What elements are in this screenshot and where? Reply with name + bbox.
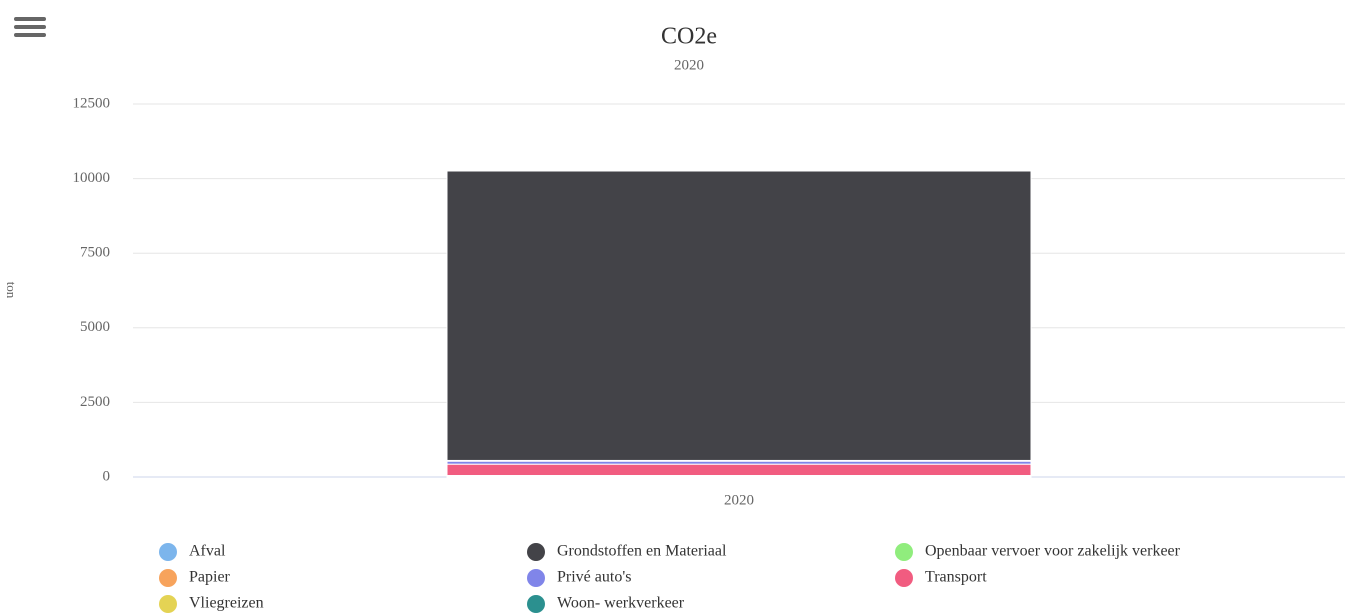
bar-segment [446, 170, 1032, 461]
legend-marker [159, 543, 177, 561]
bar-segment [446, 463, 1032, 477]
legend-label: Woon- werkverkeer [557, 595, 685, 612]
legend-marker [159, 595, 177, 613]
y-tick-label: 10000 [73, 170, 111, 186]
y-tick-label: 2500 [80, 394, 110, 410]
legend-label: Privé auto's [557, 569, 631, 586]
y-tick-label: 7500 [80, 245, 110, 261]
legend-marker [895, 569, 913, 587]
y-tick-label: 0 [103, 468, 111, 484]
legend-label: Grondstoffen en Materiaal [557, 543, 727, 560]
legend-marker [159, 569, 177, 587]
legend-label: Transport [925, 569, 987, 586]
legend-marker [527, 543, 545, 561]
legend-label: Papier [189, 569, 231, 586]
legend-marker [895, 543, 913, 561]
legend-label: Vliegreizen [189, 595, 264, 612]
legend-marker [527, 595, 545, 613]
chart-title: CO2e [661, 24, 717, 50]
y-tick-label: 12500 [73, 95, 111, 111]
legend-label: Openbaar vervoer voor zakelijk verkeer [925, 543, 1181, 560]
y-axis-label: ton [4, 282, 19, 299]
menu-button[interactable] [14, 17, 46, 37]
bar-segment [446, 169, 1032, 172]
legend-marker [527, 569, 545, 587]
y-tick-label: 5000 [80, 319, 110, 335]
chart-subtitle: 2020 [674, 57, 704, 73]
x-tick-label: 2020 [724, 492, 754, 508]
legend-label: Afval [189, 543, 226, 560]
